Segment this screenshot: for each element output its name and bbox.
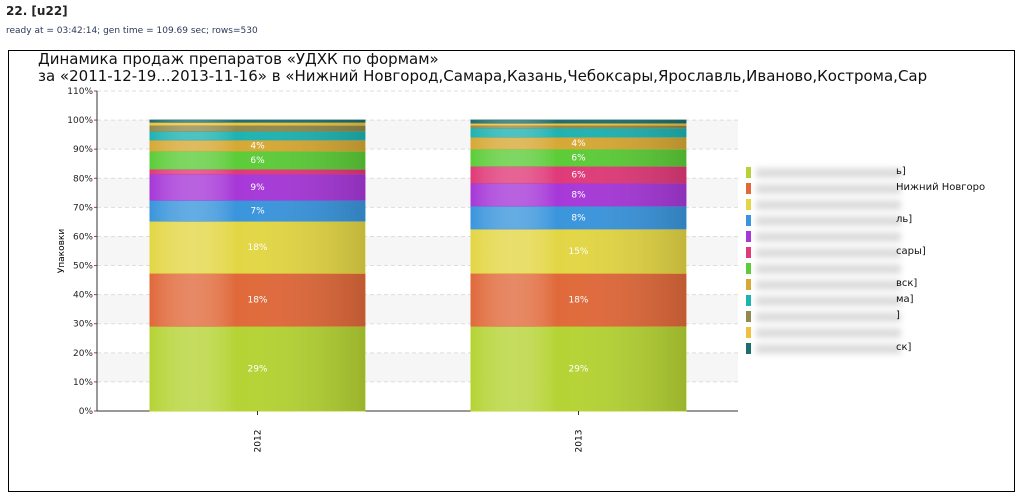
legend-swatch (746, 327, 751, 338)
legend-label: ль] (896, 214, 913, 225)
legend-swatch (746, 295, 751, 306)
bar-segment-shade (150, 326, 365, 411)
legend-swatch (746, 343, 751, 354)
legend-blurred-text (756, 296, 901, 306)
data-label: 8% (571, 213, 586, 223)
legend-blurred-text (756, 200, 901, 210)
bar-segment-shade (471, 182, 686, 206)
bar-segment-shade (471, 148, 686, 167)
legend-swatch (746, 215, 751, 226)
y-tick-label: 30% (73, 320, 93, 330)
bar-segment-shade (150, 150, 365, 169)
data-label: 9% (250, 183, 265, 193)
legend-blurred-text (756, 312, 901, 322)
y-tick-label: 80% (73, 174, 93, 184)
legend-swatch (746, 199, 751, 210)
legend-blurred-text (756, 344, 901, 354)
legend-blurred-text (756, 232, 901, 242)
bar-segment-shade (150, 168, 365, 174)
legend-swatch (746, 231, 751, 242)
report-meta: ready at = 03:42:14; gen time = 109.69 s… (6, 26, 258, 36)
chart-title: Динамика продаж препаратов «УДХК по форм… (38, 50, 439, 68)
bar-segment-shade (471, 123, 686, 126)
data-label: 18% (568, 296, 588, 306)
legend-label: вск] (896, 278, 918, 289)
data-label: 6% (571, 153, 586, 163)
y-tick-label: 10% (73, 378, 93, 388)
y-tick-label: 0% (79, 407, 94, 417)
bar-segment-shade (150, 139, 365, 151)
y-tick-label: 100% (67, 116, 93, 126)
data-label: 15% (568, 247, 588, 257)
legend-blurred-text (756, 328, 901, 338)
legend-label: сары] (896, 246, 926, 257)
legend-label: Нижний Новгоро (896, 182, 986, 193)
legend-blurred-text (756, 280, 901, 290)
bar-segment-shade (471, 326, 686, 411)
bar-segment-shade (471, 136, 686, 149)
legend-blurred-text (756, 168, 901, 178)
legend-swatch (746, 183, 751, 194)
y-tick-label: 20% (73, 349, 93, 359)
bar-segment-shade (471, 166, 686, 183)
data-label: 6% (250, 156, 265, 166)
legend-blurred-text (756, 216, 901, 226)
bar-segment-shade (150, 200, 365, 222)
y-tick-label: 110% (67, 87, 93, 97)
chart-subtitle: за «2011-12-19...2013-11-16» в «Нижний Н… (38, 67, 928, 85)
y-tick-label: 90% (73, 145, 93, 155)
legend-swatch (746, 311, 751, 322)
data-label: 29% (247, 365, 267, 375)
bar-segment-shade (150, 221, 365, 274)
legend-swatch (746, 167, 751, 178)
data-label: 6% (571, 170, 586, 180)
legend-label: ь] (896, 166, 906, 177)
y-axis-label: Упаковки (57, 229, 67, 274)
bar-segment-shade (150, 120, 365, 123)
bar-segment-shade (471, 273, 686, 327)
data-label: 18% (247, 243, 267, 253)
bar-segment-shade (150, 173, 365, 201)
legend-blurred-text (756, 184, 901, 194)
legend-label: ск] (896, 342, 912, 353)
report-title: 22. [u22] (6, 4, 68, 18)
legend-blurred-text (756, 248, 901, 258)
bar-segment-shade (471, 228, 686, 274)
data-label: 8% (571, 190, 586, 200)
legend-swatch (746, 247, 751, 258)
bar-segment-shade (150, 125, 365, 132)
data-label: 4% (571, 139, 586, 149)
data-label: 7% (250, 207, 265, 217)
bar-segment-shade (471, 127, 686, 137)
legend-label: ма] (896, 294, 914, 305)
y-tick-label: 40% (73, 291, 93, 301)
legend-label: ] (896, 310, 900, 321)
data-label: 4% (250, 141, 265, 151)
y-tick-label: 60% (73, 232, 93, 242)
plot-area: 0% 10% 20% 30% 40% 50% 60% 70% 80% 90% 100% 110% Упа… (57, 87, 738, 453)
legend-swatch (746, 263, 751, 274)
legend-swatch (746, 279, 751, 290)
bar-segment-shade (150, 122, 365, 126)
legend-blurred-text (756, 264, 901, 274)
data-label: 29% (568, 365, 588, 375)
y-tick-label: 70% (73, 203, 93, 213)
bar-segment-shade (471, 120, 686, 123)
y-tick-label: 50% (73, 262, 93, 272)
chart-frame: 0% 10% 20% 30% 40% 50% 60% 70% 80% 90% 100% 110% Упа… (8, 50, 1015, 492)
bar-segment-shade (471, 205, 686, 229)
bar-segment-shade (150, 131, 365, 140)
data-label: 18% (247, 296, 267, 306)
x-tick-label: 2013 (575, 430, 585, 453)
x-tick-label: 2012 (254, 430, 264, 453)
bar-segment-shade (150, 273, 365, 327)
bar-segment-shade (471, 125, 686, 128)
